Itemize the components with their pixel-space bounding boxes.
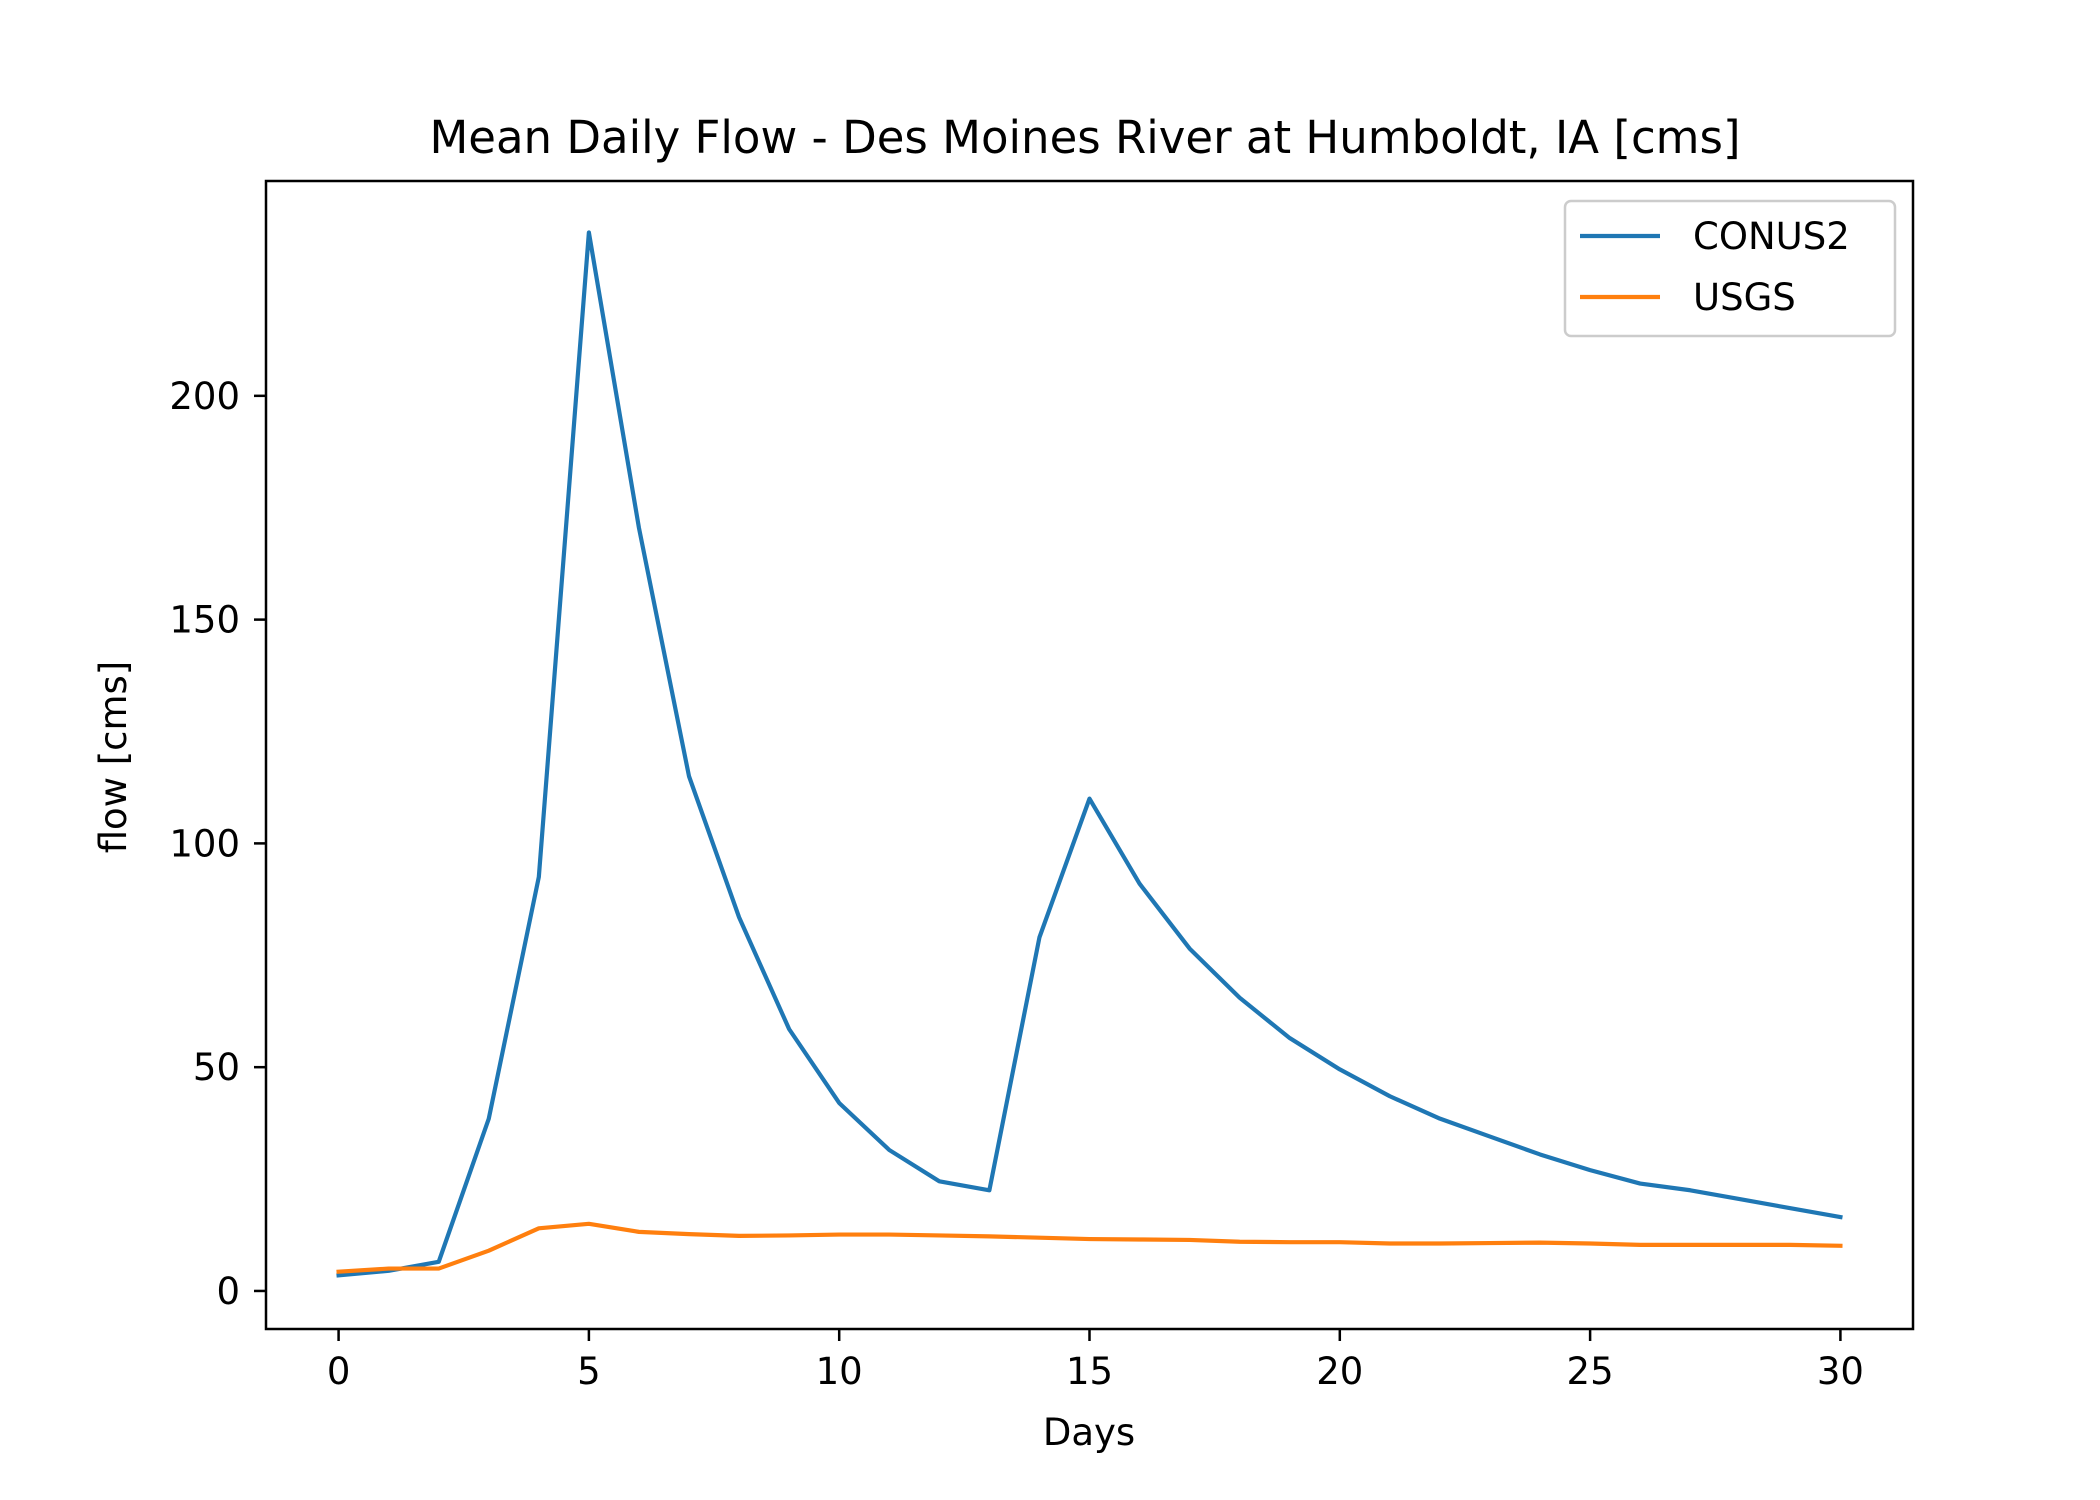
series-line-conus2 (336, 230, 1843, 1278)
plot-area-frame (264, 179, 1915, 1331)
chart-title: Mean Daily Flow - Des Moines River at Hu… (429, 111, 1740, 164)
legend-label-usgs: USGS (1693, 276, 1796, 319)
y-tick-label: 0 (216, 1270, 240, 1313)
plot-lines (336, 230, 1843, 1278)
x-tick-label: 20 (1316, 1350, 1363, 1393)
x-tick-label: 0 (327, 1350, 351, 1393)
x-tick-label: 5 (577, 1350, 601, 1393)
x-tick-label: 30 (1817, 1350, 1864, 1393)
y-tick-label: 200 (169, 375, 240, 418)
legend-label-conus2: CONUS2 (1693, 215, 1850, 258)
y-tick-label: 50 (193, 1046, 240, 1089)
x-axis-label: Days (1043, 1411, 1135, 1454)
x-axis-ticks: 0 5 10 15 20 25 30 (327, 1329, 1864, 1393)
legend: CONUS2 USGS (1563, 199, 1897, 338)
y-axis-label: flow [cms] (92, 661, 135, 854)
series-line-usgs (336, 1221, 1843, 1274)
x-tick-label: 25 (1567, 1350, 1614, 1393)
y-tick-label: 150 (169, 599, 240, 642)
x-tick-label: 15 (1066, 1350, 1113, 1393)
y-axis-ticks: 0 50 100 150 200 (169, 375, 266, 1313)
x-tick-label: 10 (816, 1350, 863, 1393)
y-tick-label: 100 (169, 822, 240, 865)
